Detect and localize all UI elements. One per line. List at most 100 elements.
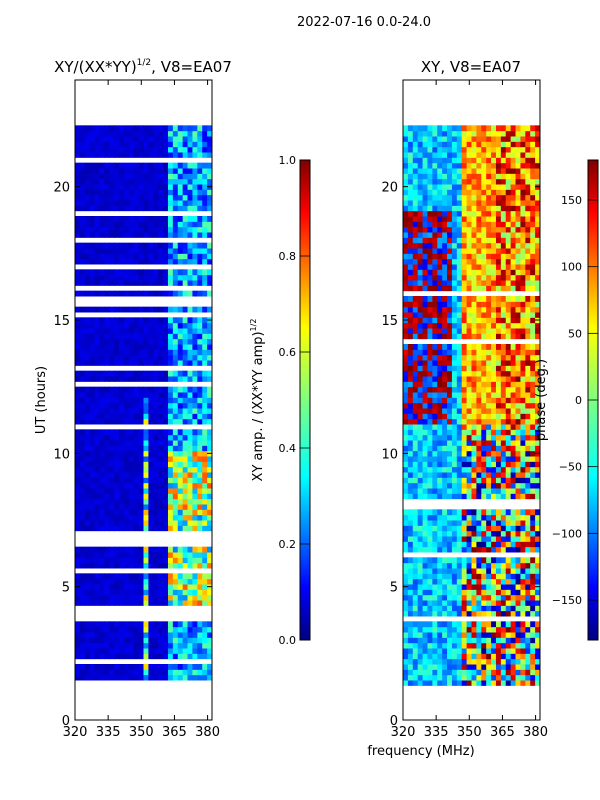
heatmap-cell xyxy=(99,546,105,553)
heatmap-cell xyxy=(466,573,472,580)
heatmap-cell xyxy=(109,274,115,281)
heatmap-cell xyxy=(422,466,428,473)
heatmap-cell xyxy=(456,178,463,185)
heatmap-cell xyxy=(403,674,409,681)
heatmap-cell xyxy=(466,434,472,441)
heatmap-cell xyxy=(495,328,502,334)
heatmap-cell xyxy=(128,141,135,148)
heatmap-cell xyxy=(466,477,472,484)
heatmap-cell xyxy=(192,664,198,670)
heatmap-cell xyxy=(515,178,521,185)
heatmap-cell xyxy=(153,397,159,404)
heatmap-cell xyxy=(99,152,105,158)
heatmap-cell xyxy=(75,290,81,297)
heatmap-cell xyxy=(447,530,453,537)
heatmap-cell xyxy=(505,226,512,233)
heatmap-cell xyxy=(202,306,208,313)
heatmap-cell xyxy=(403,258,409,265)
heatmap-cell xyxy=(535,541,540,548)
heatmap-cell xyxy=(158,466,164,473)
heatmap-cell xyxy=(491,568,497,574)
heatmap-cell xyxy=(407,226,414,233)
heatmap-cell xyxy=(412,472,419,478)
heatmap-cell xyxy=(427,466,433,473)
heatmap-cell xyxy=(422,477,428,484)
heatmap-cell xyxy=(128,434,135,441)
heatmap-cell xyxy=(515,253,521,260)
heatmap-cell xyxy=(495,589,502,596)
heatmap-cell xyxy=(197,306,203,313)
heatmap-cell xyxy=(442,456,448,462)
heatmap-cell xyxy=(510,557,517,564)
heatmap-cell xyxy=(476,648,482,654)
heatmap-cell xyxy=(133,509,140,516)
heatmap-cell xyxy=(114,504,120,510)
heatmap-cell xyxy=(128,168,135,174)
heatmap-cell xyxy=(447,594,453,601)
heatmap-cell xyxy=(461,477,468,484)
heatmap-cell xyxy=(451,546,458,553)
heatmap-cell xyxy=(79,546,86,553)
heatmap-cell xyxy=(172,248,179,254)
heatmap-cell xyxy=(481,648,487,654)
heatmap-cell xyxy=(476,269,482,276)
heatmap-cell xyxy=(75,664,81,670)
heatmap-cell xyxy=(461,568,468,574)
heatmap-cell xyxy=(491,637,497,644)
heatmap-cell xyxy=(143,136,149,142)
heatmap-cell xyxy=(167,221,174,228)
heatmap-cell xyxy=(99,141,105,148)
heatmap-cell xyxy=(109,669,115,676)
heatmap-cell xyxy=(172,632,179,638)
heatmap-cell xyxy=(192,280,198,286)
heatmap-cell xyxy=(133,141,140,148)
heatmap-cell xyxy=(192,626,198,633)
heatmap-cell xyxy=(505,258,512,265)
heatmap-cell xyxy=(148,360,154,366)
heatmap-cell xyxy=(187,317,193,324)
heatmap-cell xyxy=(197,397,203,404)
heatmap-cell xyxy=(466,525,472,532)
heatmap-cell xyxy=(138,589,144,596)
heatmap-cell xyxy=(466,392,472,398)
heatmap-cell xyxy=(109,392,115,398)
heatmap-cell xyxy=(476,589,482,596)
heatmap-cell xyxy=(163,360,169,366)
heatmap-cell xyxy=(451,605,458,612)
heatmap-cell xyxy=(197,434,203,441)
heatmap-cell xyxy=(89,376,96,382)
heatmap-cell xyxy=(495,632,502,638)
heatmap-cell xyxy=(99,594,105,601)
heatmap-cell xyxy=(535,536,540,542)
heatmap-cell xyxy=(123,472,130,478)
heatmap-cell xyxy=(491,328,497,334)
heatmap-cell xyxy=(128,354,135,361)
heatmap-cell xyxy=(447,381,453,388)
heatmap-cell xyxy=(456,621,463,628)
heatmap-cell xyxy=(133,488,140,494)
heatmap-cell xyxy=(412,493,419,500)
heatmap-cell xyxy=(182,280,189,286)
heatmap-cell xyxy=(437,477,443,484)
heatmap-cell xyxy=(407,653,414,660)
heatmap-cell xyxy=(167,664,174,670)
heatmap-cell xyxy=(114,232,120,238)
heatmap-cell xyxy=(202,477,208,484)
heatmap-cell xyxy=(451,360,458,366)
heatmap-cell xyxy=(79,376,86,382)
heatmap-cell xyxy=(432,637,438,644)
heatmap-cell xyxy=(94,578,100,585)
heatmap-cell xyxy=(104,466,110,473)
heatmap-cell xyxy=(138,402,144,409)
heatmap-cell xyxy=(167,600,174,606)
heatmap-cell xyxy=(84,194,91,201)
heatmap-cell xyxy=(182,589,189,596)
heatmap-cell xyxy=(461,674,468,681)
heatmap-cell xyxy=(520,520,526,526)
heatmap-cell xyxy=(515,424,521,430)
heatmap-cell xyxy=(515,674,521,681)
heatmap-cell xyxy=(535,178,540,185)
heatmap-cell xyxy=(114,653,120,660)
heatmap-cell xyxy=(148,338,154,345)
heatmap-cell xyxy=(442,274,448,281)
